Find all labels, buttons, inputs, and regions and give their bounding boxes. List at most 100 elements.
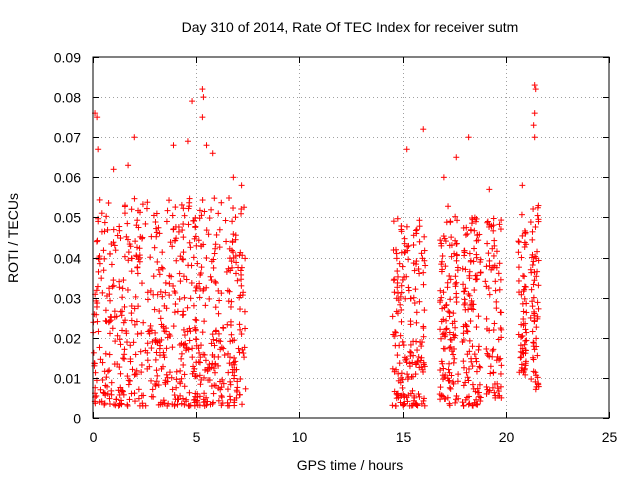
data-point [97, 356, 104, 363]
data-point [225, 265, 232, 272]
data-point [190, 368, 197, 375]
x-tick-label: 25 [602, 429, 618, 445]
data-point [131, 390, 138, 397]
data-point [453, 279, 460, 286]
data-point [486, 221, 493, 228]
data-point [188, 279, 195, 286]
data-point [163, 345, 170, 352]
data-point [466, 337, 473, 344]
data-point [236, 294, 243, 301]
data-point [210, 399, 217, 406]
data-point [465, 290, 472, 297]
data-point [183, 345, 190, 352]
data-point [406, 402, 413, 409]
data-point [187, 244, 194, 251]
data-point [465, 134, 472, 141]
data-point [157, 288, 164, 295]
data-point [138, 369, 145, 376]
data-point [530, 294, 537, 301]
data-point [399, 276, 406, 283]
data-point [466, 275, 473, 282]
data-point [185, 262, 192, 269]
data-point [148, 233, 155, 240]
data-point [160, 349, 167, 356]
data-point [90, 349, 97, 356]
data-point [399, 263, 406, 270]
data-point [522, 326, 529, 333]
data-point [193, 242, 200, 249]
data-point [492, 287, 499, 294]
data-point [496, 286, 503, 293]
data-point [124, 236, 131, 243]
data-point [398, 306, 405, 313]
data-point [119, 294, 126, 301]
data-point [446, 344, 453, 351]
data-point [409, 402, 416, 409]
data-point [437, 299, 444, 306]
data-point [491, 262, 498, 269]
data-point [486, 186, 493, 193]
data-point [404, 371, 411, 378]
data-point [119, 355, 126, 362]
y-tick-label: 0.05 [54, 210, 81, 226]
data-point [460, 382, 467, 389]
data-point [529, 228, 536, 235]
data-point [469, 381, 476, 388]
data-point [113, 396, 120, 403]
data-point [156, 308, 163, 315]
data-point [203, 254, 210, 261]
data-point [534, 313, 541, 320]
data-point [187, 295, 194, 302]
data-point [447, 218, 454, 225]
data-point [518, 254, 525, 261]
data-point [413, 319, 420, 326]
data-point [147, 322, 154, 329]
data-point [210, 336, 217, 343]
data-point [398, 289, 405, 296]
data-point [131, 195, 138, 202]
data-point [101, 228, 108, 235]
data-point [533, 273, 540, 280]
data-point [218, 392, 225, 399]
data-point [186, 325, 193, 332]
data-point [181, 294, 188, 301]
data-point [421, 307, 428, 314]
data-point [146, 363, 153, 370]
data-point [200, 287, 207, 294]
data-point [471, 287, 478, 294]
data-point [236, 349, 243, 356]
data-point [186, 402, 193, 409]
data-point [535, 218, 542, 225]
data-point [122, 202, 129, 209]
data-point [119, 285, 126, 292]
data-point [169, 401, 176, 408]
data-point [413, 258, 420, 265]
data-point [237, 326, 244, 333]
data-point [519, 349, 526, 356]
data-point [143, 205, 150, 212]
data-point [490, 215, 497, 222]
data-point [442, 238, 449, 245]
data-point [490, 227, 497, 234]
data-point [103, 213, 110, 220]
data-point [164, 207, 171, 214]
data-point [534, 248, 541, 255]
data-point [167, 239, 174, 246]
data-point [99, 376, 106, 383]
data-point [447, 276, 454, 283]
data-point [174, 401, 181, 408]
data-point [530, 206, 537, 213]
data-point [104, 368, 111, 375]
data-point [486, 257, 493, 264]
data-point [180, 249, 187, 256]
data-points [90, 82, 542, 409]
data-point [152, 356, 159, 363]
data-point [520, 272, 527, 279]
data-point [221, 352, 228, 359]
data-point [468, 297, 475, 304]
data-point [468, 305, 475, 312]
data-point [179, 395, 186, 402]
data-point [531, 134, 538, 141]
data-point [534, 204, 541, 211]
